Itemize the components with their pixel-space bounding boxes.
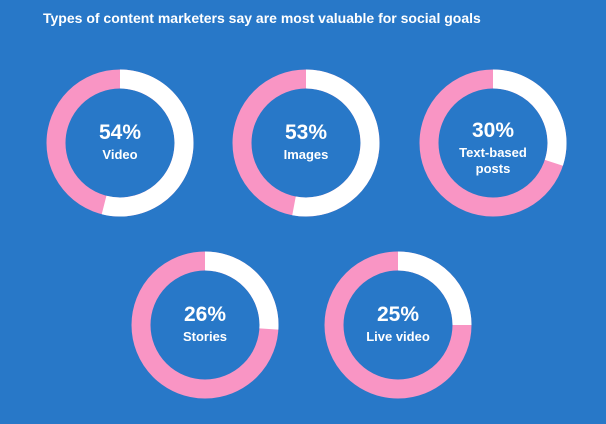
donut-category-label: Live video (366, 329, 430, 344)
donut-value-arc (292, 69, 380, 217)
donut-value-label: 53% (285, 121, 327, 144)
donut-category-label: Images (284, 147, 329, 162)
donut-value-arc (492, 69, 567, 166)
donut-1: 54% Video (46, 69, 194, 217)
donut-value-arc (101, 69, 194, 217)
donut-value-arc (397, 251, 472, 326)
donut-5: 25% Live video (324, 251, 472, 399)
donut-value-label: 26% (184, 303, 226, 326)
chart-title: Types of content marketers say are most … (43, 10, 481, 26)
donut-category-label: Video (102, 147, 137, 162)
donut-value-label: 25% (377, 303, 419, 326)
donut-2: 53% Images (232, 69, 380, 217)
donut-category-label: Stories (183, 329, 227, 344)
donut-value-arc (204, 251, 279, 330)
donut-4: 26% Stories (131, 251, 279, 399)
donut-category-label: Text-based (459, 145, 527, 160)
donut-category-label: posts (476, 161, 511, 176)
donut-value-label: 54% (99, 121, 141, 144)
donut-value-label: 30% (472, 119, 514, 142)
